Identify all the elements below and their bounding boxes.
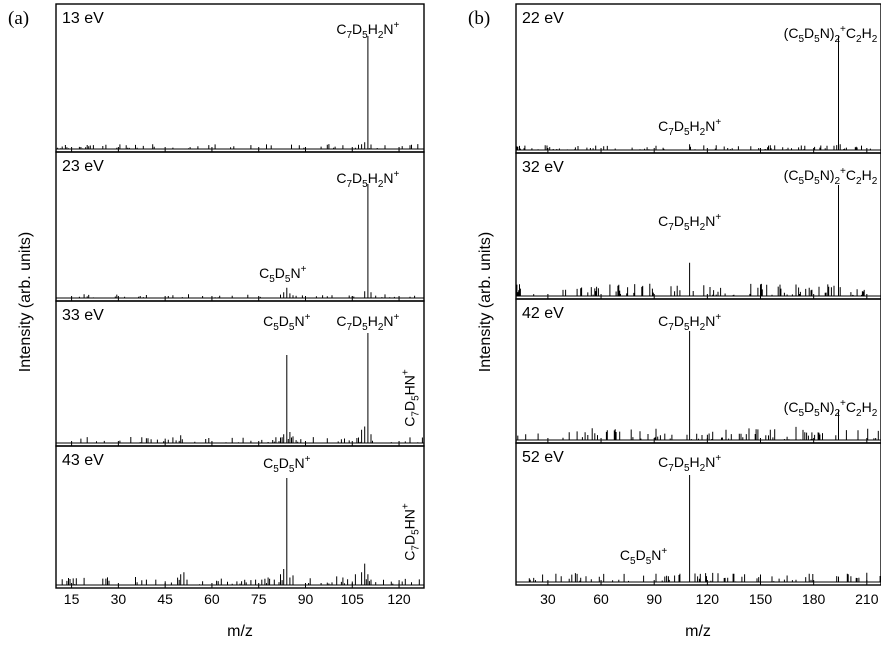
subplot-23-eV: 23 eV C5D5N+ C7D5H2N+ xyxy=(55,151,425,302)
panel-a-plot-area: 13 eV C7D5H2N+ 23 eV C5D5N+ C7D5H2N+ 33 eV C5D… xyxy=(55,3,425,607)
peak-annotation: C7D5HN+ xyxy=(401,369,422,427)
subplot-22-eV: 22 eV (C5D5N)2+C2H2 C7D5H2N+ xyxy=(515,3,881,154)
spectrum-trace xyxy=(56,333,424,444)
panel-b-label: (b) xyxy=(468,8,490,29)
panel-b-plot-area: 22 eV (C5D5N)2+C2H2 C7D5H2N+ 32 eV (C5D5N)2+… xyxy=(515,3,881,607)
energy-label: 52 eV xyxy=(522,449,564,466)
peak-annotation: C7D5HN+ xyxy=(401,503,422,561)
spectrum-trace xyxy=(56,184,424,299)
panel-b: (b) Intensity (arb. units) m/z 22 eV (C5D… xyxy=(468,3,881,640)
peak-annotation: C7D5H2N+ xyxy=(336,20,399,41)
spectrum-trace xyxy=(516,475,881,583)
peak-annotation: (C5D5N)2+C2H2 xyxy=(784,398,878,419)
energy-label: 43 eV xyxy=(62,452,104,469)
x-tick-label: 105 xyxy=(341,591,365,607)
energy-label: 23 eV xyxy=(62,158,104,175)
subplot-frame xyxy=(515,442,881,586)
x-tick-label: 45 xyxy=(157,591,173,607)
peak-annotation: C7D5H2N+ xyxy=(658,212,721,233)
panel-b-ylabel: Intensity (arb. units) xyxy=(477,232,494,373)
x-tick-label: 120 xyxy=(387,591,411,607)
x-tick-label: 30 xyxy=(111,591,127,607)
peak-annotation: (C5D5N)2+C2H2 xyxy=(784,24,878,45)
x-tick-label: 210 xyxy=(855,591,879,607)
x-tick-label: 30 xyxy=(540,591,556,607)
subplot-13-eV: 13 eV C7D5H2N+ xyxy=(55,3,425,153)
subplot-32-eV: 32 eV (C5D5N)2+C2H2 C7D5H2N+ xyxy=(515,152,881,300)
spectrum-trace xyxy=(516,331,881,441)
panel-a-ylabel: Intensity (arb. units) xyxy=(17,232,34,373)
energy-label: 32 eV xyxy=(522,159,564,176)
peak-annotation: C7D5H2N+ xyxy=(336,169,399,190)
peak-annotation: C5D5N+ xyxy=(263,454,311,475)
energy-label: 22 eV xyxy=(522,10,564,27)
spectrum-trace xyxy=(56,478,424,586)
peak-annotation: C7D5H2N+ xyxy=(336,312,399,333)
x-tick-label: 75 xyxy=(251,591,267,607)
peak-annotation: C7D5H2N+ xyxy=(658,312,721,333)
peak-annotation: C5D5N+ xyxy=(259,264,307,285)
subplot-42-eV: 42 eV C7D5H2N+ (C5D5N)2+C2H2 xyxy=(515,298,881,444)
x-tick-label: 150 xyxy=(749,591,773,607)
x-tick-label: 120 xyxy=(696,591,720,607)
peak-annotation: (C5D5N)2+C2H2 xyxy=(784,166,878,187)
energy-label: 13 eV xyxy=(62,10,104,27)
subplot-43-eV: 43 eV C5D5N+ C7D5HN+ xyxy=(55,445,425,589)
peak-annotation: C7D5H2N+ xyxy=(658,117,721,138)
panel-a-label: (a) xyxy=(8,8,29,29)
x-tick-label: 90 xyxy=(646,591,662,607)
x-tick-label: 60 xyxy=(204,591,220,607)
x-tick-label: 180 xyxy=(802,591,826,607)
subplot-33-eV: 33 eV C5D5N+ C7D5H2N+ C7D5HN+ xyxy=(55,300,425,447)
panel-b-xlabel: m/z xyxy=(685,623,711,640)
subplot-frame xyxy=(55,445,425,589)
peak-annotation: C5D5N+ xyxy=(620,546,668,567)
x-tick-label: 90 xyxy=(298,591,314,607)
energy-label: 33 eV xyxy=(62,307,104,324)
peak-annotation: C5D5N+ xyxy=(263,312,311,333)
x-tick-label: 15 xyxy=(64,591,80,607)
subplot-52-eV: 52 eV C7D5H2N+ C5D5N+ xyxy=(515,442,881,586)
spectrum-trace xyxy=(516,185,881,297)
spectrum-trace xyxy=(56,36,424,150)
panel-a: (a) Intensity (arb. units) m/z 13 eV C7D5… xyxy=(8,3,425,640)
x-tick-label: 60 xyxy=(593,591,609,607)
energy-label: 42 eV xyxy=(522,305,564,322)
panel-a-xlabel: m/z xyxy=(227,623,253,640)
peak-annotation: C7D5H2N+ xyxy=(658,453,721,474)
